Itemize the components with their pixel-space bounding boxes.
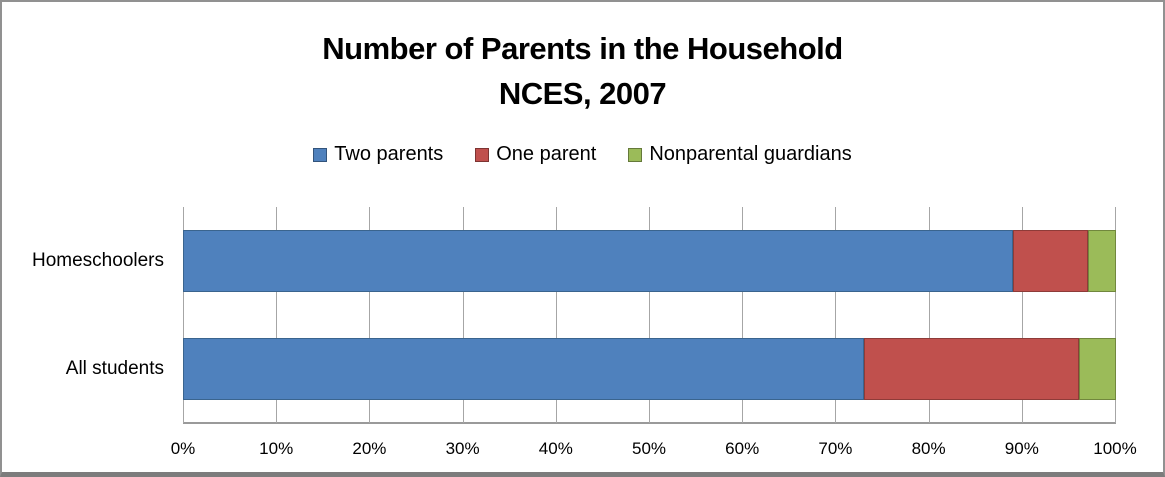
legend-item-nonparental-guardians: Nonparental guardians bbox=[628, 143, 852, 166]
legend-label: Nonparental guardians bbox=[649, 143, 852, 165]
bar-segment-homeschoolers-nonparental-guardians bbox=[1088, 230, 1116, 292]
x-axis-line bbox=[183, 422, 1116, 424]
gridline-0 bbox=[183, 207, 184, 423]
bar-all-students bbox=[183, 338, 1116, 400]
legend-item-one-parent: One parent bbox=[475, 143, 596, 166]
gridline-30 bbox=[462, 207, 464, 423]
legend-item-two-parents: Two parents bbox=[313, 143, 443, 166]
chart-title-line-2: NCES, 2007 bbox=[498, 76, 667, 111]
legend: Two parents One parent Nonparental guardia… bbox=[2, 143, 1163, 166]
x-tick-label-50: 50% bbox=[631, 439, 667, 458]
x-tick-label-10: 10% bbox=[259, 439, 294, 458]
chart-title-line-1: Number of Parents in the Household bbox=[322, 31, 843, 66]
x-tick-label-60: 60% bbox=[725, 439, 760, 458]
legend-label: Two parents bbox=[334, 143, 444, 165]
category-label-all-students: All students bbox=[65, 358, 164, 379]
gridline-100 bbox=[1115, 207, 1116, 423]
gridline-70 bbox=[835, 207, 837, 423]
x-tick-label-40: 40% bbox=[538, 439, 573, 458]
gridline-20 bbox=[369, 207, 371, 423]
x-tick-label-80: 80% bbox=[911, 439, 946, 458]
x-tick-label-30: 30% bbox=[445, 439, 480, 458]
x-tick-label-90: 90% bbox=[1004, 439, 1039, 458]
gridline-10 bbox=[276, 207, 278, 423]
bar-homeschoolers bbox=[183, 230, 1116, 292]
x-tick-label-20: 20% bbox=[352, 439, 387, 458]
legend-swatch-icon bbox=[628, 147, 643, 162]
plot-area bbox=[183, 207, 1116, 424]
x-tick-label-70: 70% bbox=[818, 439, 853, 458]
legend-label: One parent bbox=[496, 143, 597, 165]
legend-swatch-icon bbox=[475, 147, 490, 162]
bar-segment-all-students-one-parent bbox=[864, 338, 1079, 400]
x-tick-label-100: 100% bbox=[1093, 439, 1137, 458]
legend-swatch-icon bbox=[313, 147, 328, 162]
bar-segment-homeschoolers-two-parents bbox=[183, 230, 1014, 292]
bar-segment-all-students-two-parents bbox=[183, 338, 865, 400]
bar-segment-homeschoolers-one-parent bbox=[1013, 230, 1088, 292]
x-tick-label-0: 0% bbox=[170, 439, 196, 458]
gridline-40 bbox=[555, 207, 557, 423]
gridline-80 bbox=[928, 207, 930, 423]
category-label-homeschoolers: Homeschoolers bbox=[32, 250, 164, 271]
gridline-50 bbox=[649, 207, 650, 423]
chart-title: Number of Parents in the Household NCES,… bbox=[2, 26, 1163, 116]
gridline-90 bbox=[1021, 207, 1023, 423]
bar-segment-all-students-nonparental-guardians bbox=[1078, 338, 1116, 400]
gridline-60 bbox=[742, 207, 744, 423]
